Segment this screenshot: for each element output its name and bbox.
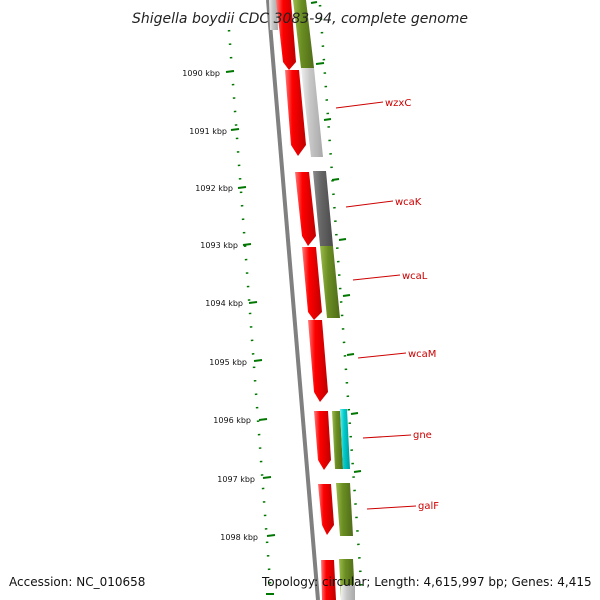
gene-red-6: [314, 411, 331, 470]
kbp-label: 1096 kbp: [213, 416, 251, 425]
map-title: Shigella boydii CDC 3083-94, complete ge…: [132, 11, 468, 27]
kbp-label: 1093 kbp: [200, 241, 238, 250]
gene-olive-2: [320, 246, 340, 318]
gene-red-1: [276, 0, 296, 70]
gene-red-3: [295, 172, 316, 246]
gene-red-8: [321, 560, 336, 600]
gene-label-wcal: wcaL: [402, 271, 428, 282]
gene-light-gray-top: [269, 0, 278, 30]
gene-olive-3: [332, 411, 343, 469]
gene-light-gray-1: [301, 68, 323, 157]
gene-olive-1: [293, 0, 314, 68]
gene-features: [269, 0, 355, 600]
topology-text: Topology: circular; Length: 4,615,997 bp…: [262, 575, 592, 589]
kbp-label: 1091 kbp: [189, 127, 227, 136]
gene-olive-4: [336, 483, 353, 536]
gene-red-4: [302, 247, 322, 320]
gene-red-5: [308, 320, 328, 402]
gene-light-gray-2: [341, 585, 355, 600]
kbp-label: 1092 kbp: [195, 184, 233, 193]
gene-label-gne: gne: [413, 430, 432, 441]
kbp-label: 1094 kbp: [205, 299, 243, 308]
kbp-label: 1098 kbp: [220, 533, 258, 542]
accession-text: Accession: NC_010658: [9, 575, 146, 589]
kbp-ruler: 1090 kbp 1091 kbp 1092 kbp 1093 kbp 1094…: [182, 69, 276, 595]
genome-backbone: [266, 0, 320, 600]
gene-label-wzxc: wzxC: [385, 98, 411, 109]
gene-red-2: [285, 70, 306, 156]
gene-cyan-1: [340, 409, 350, 469]
gene-red-7: [318, 484, 334, 535]
inner-dotted-track: [227, 29, 273, 596]
kbp-label: 1095 kbp: [209, 358, 247, 367]
gene-label-galf: galF: [418, 501, 439, 512]
gene-label-wcak: wcaK: [395, 197, 422, 208]
gene-label-leaders: [335, 101, 417, 510]
kbp-label: 1090 kbp: [182, 69, 220, 78]
kbp-label: 1097 kbp: [217, 475, 255, 484]
outer-track-dashes: [310, 1, 362, 473]
gene-label-wcam: wcaM: [408, 349, 436, 360]
gene-dark-gray-1: [313, 171, 333, 246]
